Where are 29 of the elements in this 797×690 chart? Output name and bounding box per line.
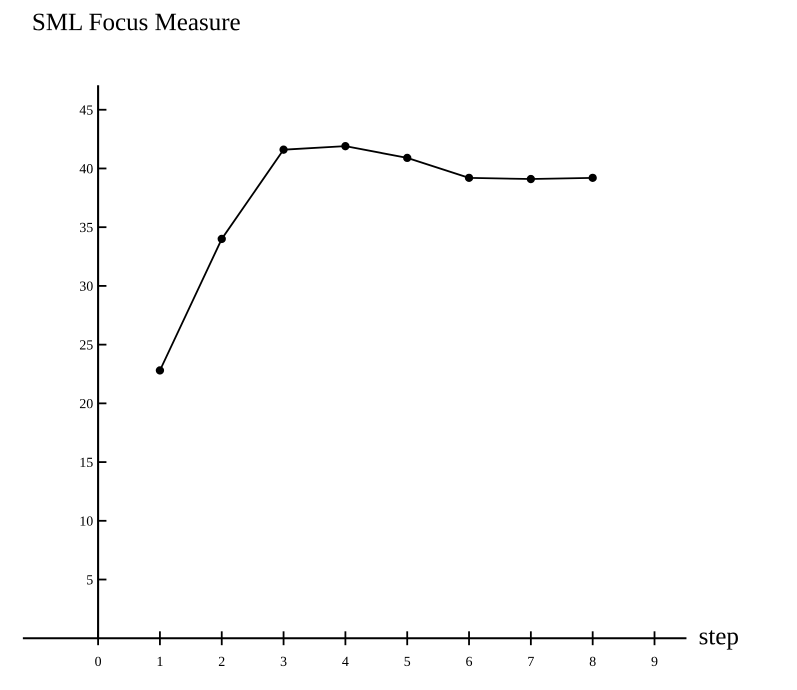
y-tick-label: 10 — [80, 516, 93, 526]
x-tick-label: 2 — [218, 656, 224, 666]
x-tick-label: 0 — [95, 656, 102, 666]
x-tick-label: 9 — [651, 656, 658, 666]
point — [341, 142, 350, 150]
x-tick-label: 7 — [528, 656, 534, 666]
point — [279, 146, 288, 154]
y-tick-label: 25 — [80, 340, 93, 350]
y-tick-label: 20 — [80, 398, 93, 408]
point — [156, 366, 164, 375]
point — [218, 234, 226, 244]
point — [526, 174, 536, 184]
y-tick-label: 5 — [87, 575, 93, 584]
x-tick-label: 4 — [342, 656, 349, 666]
y-tick-label: 35 — [80, 222, 93, 232]
x-tick-label: 3 — [280, 656, 286, 666]
point — [588, 174, 597, 182]
point — [403, 154, 412, 162]
x-tick-label: 6 — [466, 656, 472, 666]
x-tick-label: 1 — [158, 656, 163, 666]
x-tick-label: 8 — [590, 656, 596, 666]
y-tick-label: 30 — [80, 281, 93, 291]
y-tick-label: 45 — [80, 105, 93, 115]
point — [464, 174, 474, 182]
chart-title: SML Focus Measure — [34, 14, 240, 30]
y-tick-label: 40 — [80, 164, 93, 174]
x-axis-title: step — [700, 630, 738, 650]
x-tick-label: 5 — [404, 656, 410, 666]
y-tick-label: 15 — [80, 458, 93, 468]
